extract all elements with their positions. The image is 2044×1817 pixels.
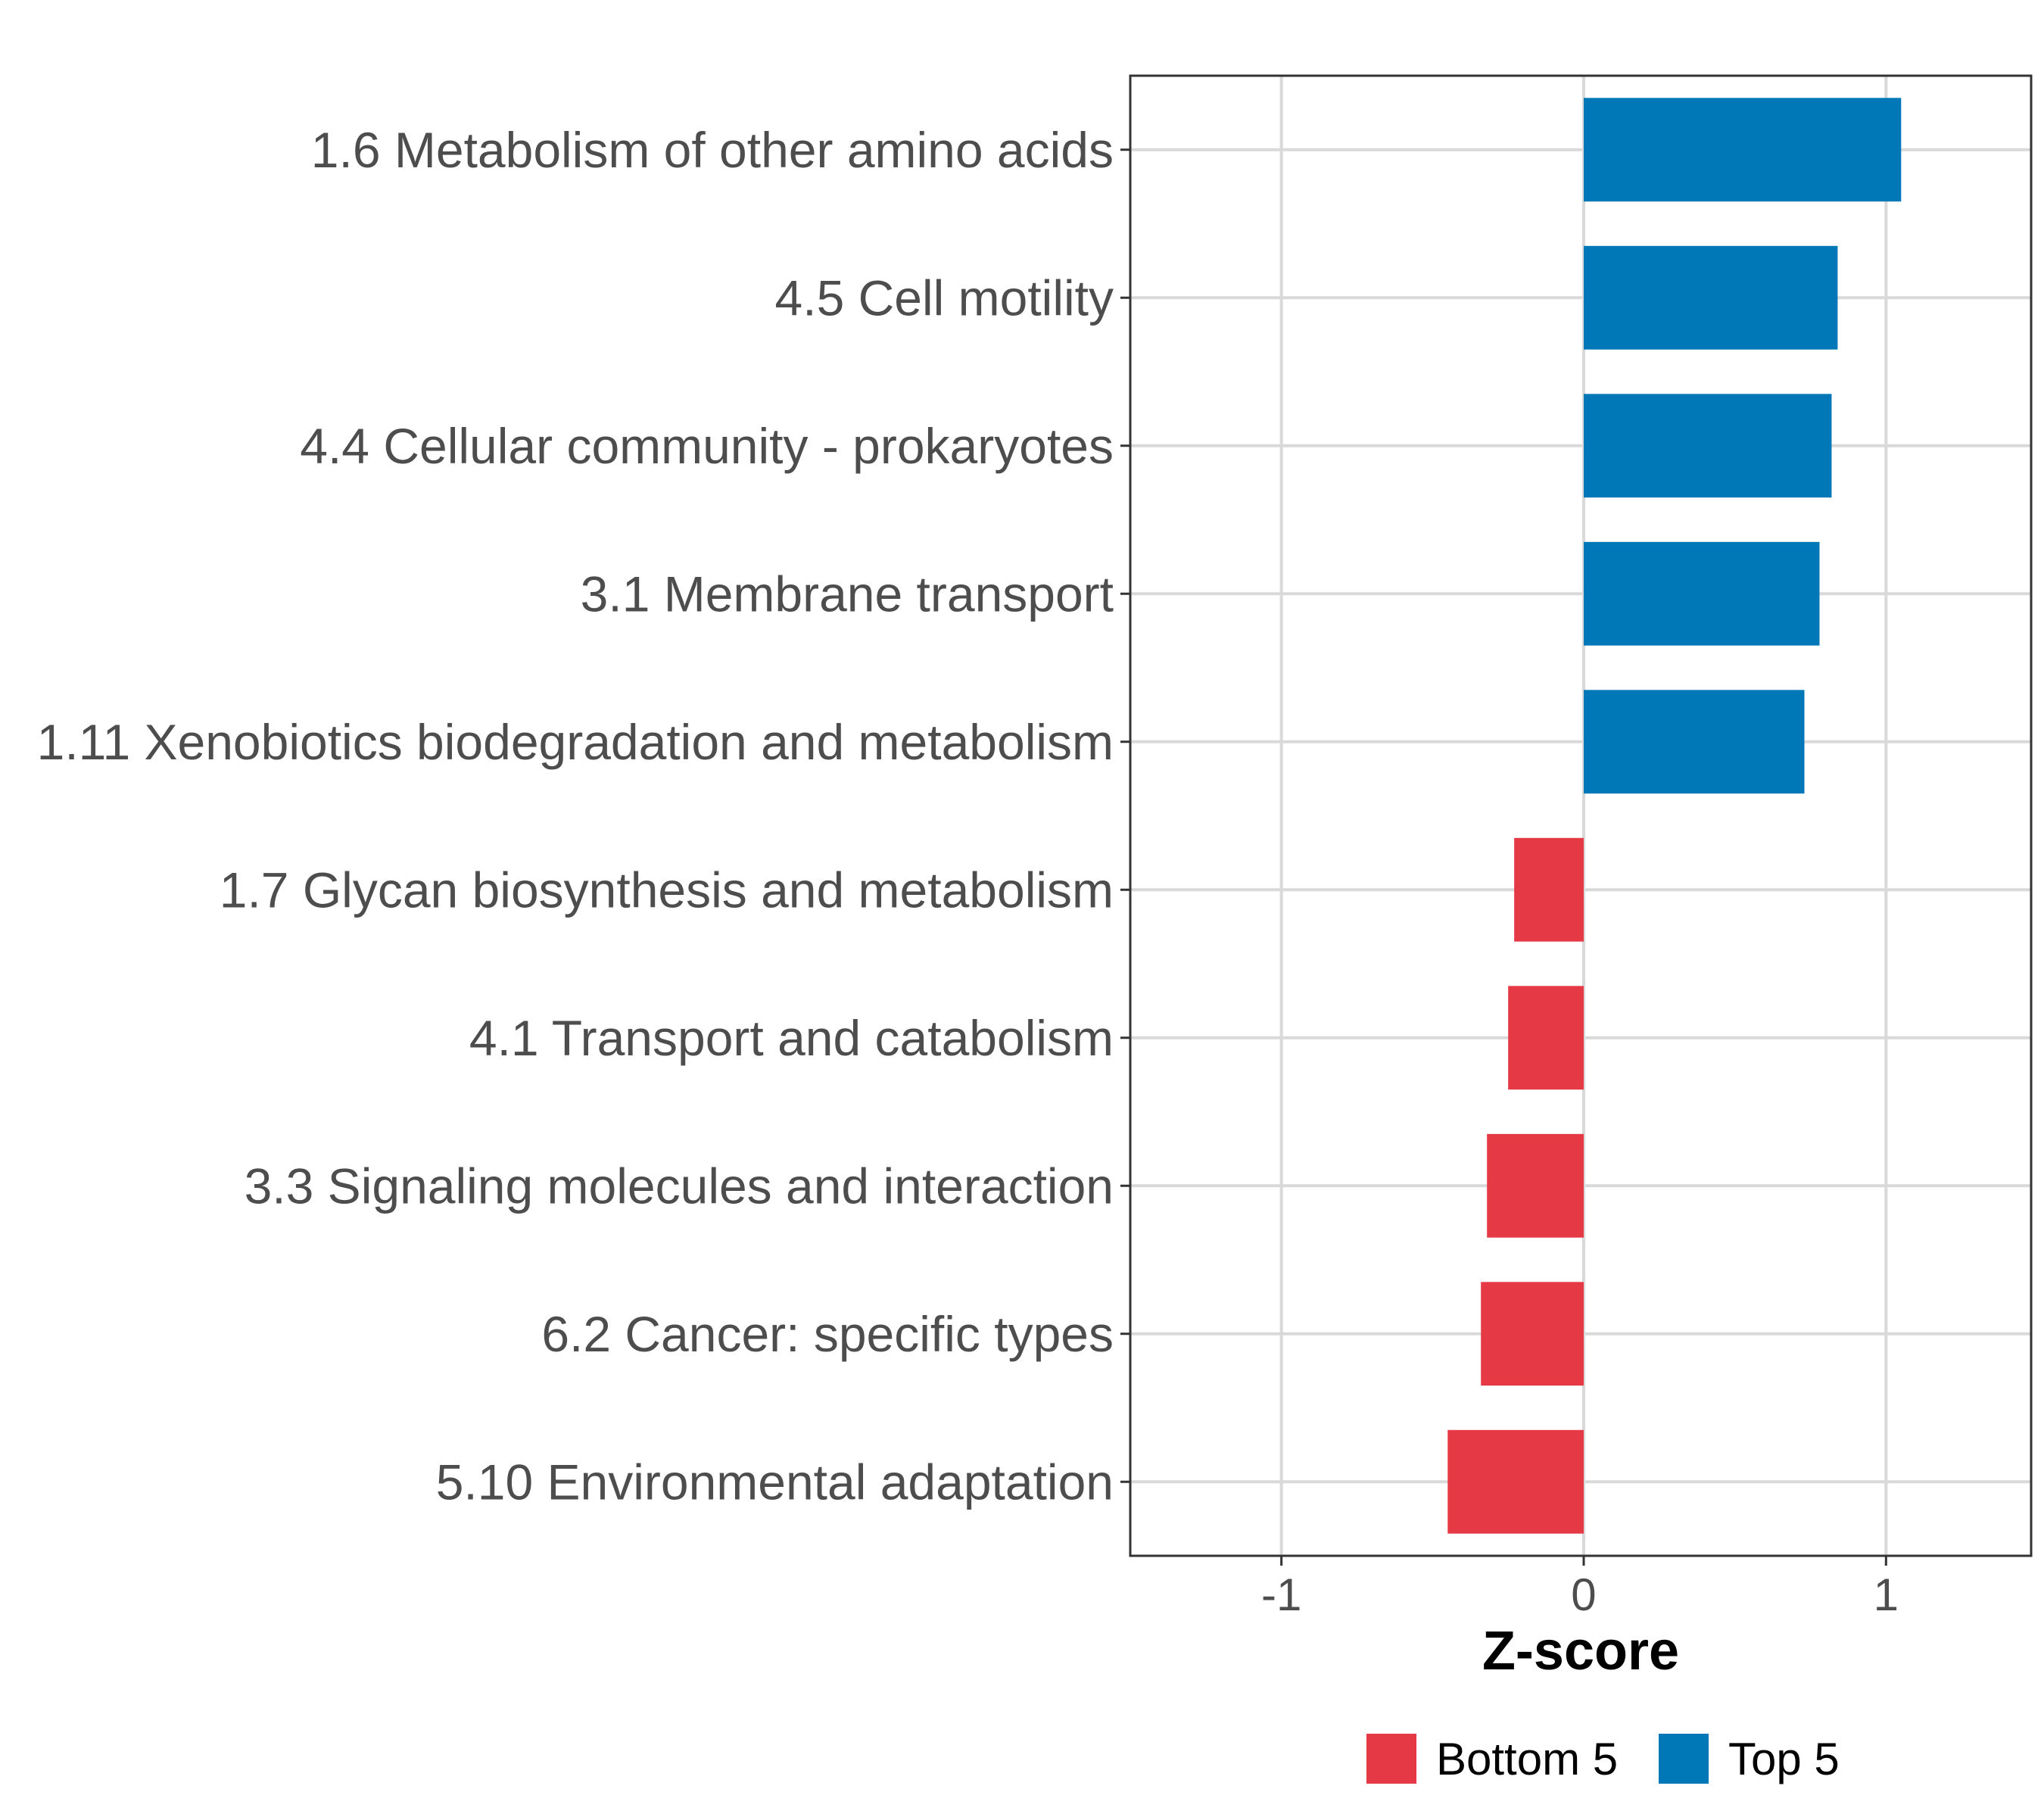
plot-panel-border <box>1129 74 2033 1557</box>
legend-label-1: Top 5 <box>1728 1734 1840 1784</box>
y-tick-label-7: 3.3 Signaling molecules and interaction <box>245 1158 1114 1214</box>
x-tick-label-0: -1 <box>1261 1569 1301 1620</box>
y-tick-label-6: 4.1 Transport and catabolism <box>469 1010 1114 1066</box>
x-tick-label-2: 1 <box>1874 1569 1899 1620</box>
x-axis-title: Z-score <box>1482 1621 1679 1681</box>
bar-0 <box>1583 98 1902 202</box>
y-tick-label-0: 1.6 Metabolism of other amino acids <box>311 122 1114 178</box>
bar-1 <box>1583 245 1838 350</box>
y-tick-label-9: 5.10 Environmental adaptation <box>436 1454 1114 1510</box>
y-tick-label-1: 4.5 Cell motility <box>775 270 1114 326</box>
bar-9 <box>1447 1429 1584 1534</box>
bars <box>1447 98 1902 1534</box>
y-axis: 1.6 Metabolism of other amino acids 4.5 C… <box>37 122 1130 1510</box>
legend-key-1 <box>1659 1734 1709 1784</box>
bar-5 <box>1514 837 1584 942</box>
bar-3 <box>1583 541 1820 646</box>
y-tick-label-3: 3.1 Membrane transport <box>581 566 1114 622</box>
x-axis: -1 0 1 <box>1261 1556 1899 1620</box>
y-tick-label-8: 6.2 Cancer: specific types <box>541 1306 1114 1362</box>
legend-label-0: Bottom 5 <box>1436 1734 1618 1784</box>
bar-4 <box>1583 690 1805 794</box>
y-tick-label-2: 4.4 Cellular community - prokaryotes <box>300 418 1114 474</box>
bar-7 <box>1487 1133 1584 1238</box>
y-tick-label-5: 1.7 Glycan biosynthesis and metabolism <box>220 862 1114 918</box>
bar-6 <box>1508 986 1584 1090</box>
bar-2 <box>1583 394 1832 498</box>
legend-key-0 <box>1366 1734 1416 1784</box>
bar-8 <box>1481 1282 1584 1386</box>
legend: Bottom 5 Top 5 <box>1366 1734 1840 1784</box>
y-tick-label-4: 1.11 Xenobiotics biodegradation and meta… <box>37 714 1114 770</box>
x-tick-label-1: 0 <box>1571 1569 1596 1620</box>
